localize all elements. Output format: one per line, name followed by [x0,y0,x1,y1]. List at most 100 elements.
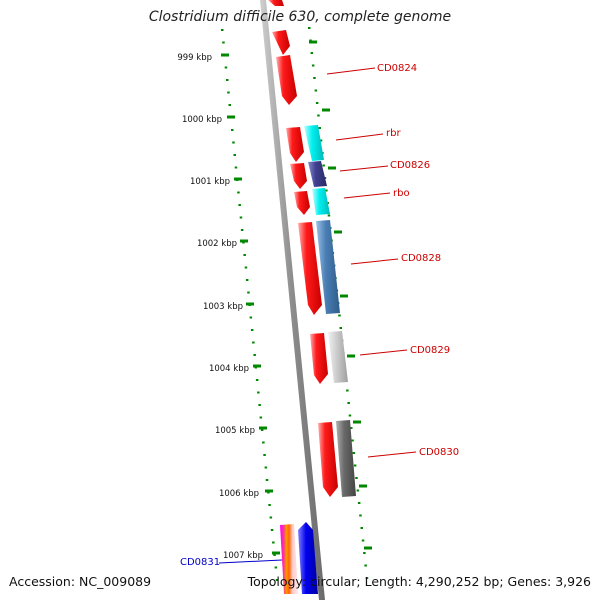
topology-text: Topology: circular; Length: 4,290,252 bp… [247,574,591,589]
minor-tick [353,464,357,467]
gene-block-cd0830[interactable] [336,420,356,497]
minor-tick [350,427,353,429]
minor-tick [339,327,342,329]
minor-tick [264,466,268,469]
minor-tick [253,354,256,356]
scale-labels: 999 kbp 1000 kbp 1001 kbp 1002 kbp 1003 … [177,53,263,561]
gene-arrow-cd0828[interactable] [298,222,322,315]
minor-tick [265,479,269,481]
gene-arrow-cd0830[interactable] [318,422,338,497]
gene-block-rbo[interactable] [312,188,330,215]
scale-label: 1001 kbp [190,177,230,187]
minor-tick [315,102,319,104]
scale-label: 1007 kbp [223,551,263,561]
right-ticks [309,40,372,550]
scale-label: 999 kbp [177,53,212,63]
minor-tick [352,452,356,454]
gene-label-cd0831[interactable]: CD0831 [180,557,220,568]
minor-tick [231,129,234,131]
minor-tick [249,316,253,319]
minor-tick [257,391,260,394]
minor-tick [327,214,331,217]
minor-tick [317,114,320,117]
scale-ticks [221,53,280,555]
minor-tick [234,166,238,169]
minor-tick [272,541,275,544]
minor-tick [228,104,231,106]
label-leader-cd0831 [218,559,283,564]
scale-label: 1005 kbp [215,426,255,436]
scale-label: 1000 kbp [182,115,222,125]
minor-tick [238,204,241,206]
minor-tick [237,191,240,194]
minor-tick [365,577,369,579]
minor-tick [259,416,263,419]
minor-tick [239,216,243,219]
minor-tick [243,254,246,256]
minor-tick [346,389,349,392]
gene-label-cd0829[interactable]: CD0829 [410,345,450,356]
minor-tick [308,27,311,29]
minor-tick [258,404,261,406]
minor-tick [363,552,366,554]
minor-tick [359,514,362,517]
cds-arrows [268,0,338,497]
scale-label: 1003 kbp [203,302,243,312]
gene-arrow-rbo[interactable] [294,191,310,215]
minor-tick [227,91,230,94]
minor-tick [361,539,365,542]
gene-arrow-rbr[interactable] [286,127,304,162]
minor-tick [348,414,352,417]
gene-block-cd0831-stripe[interactable] [280,524,298,594]
gene-arrow-cd0824[interactable] [276,55,297,105]
gene-arrow-cd0823[interactable] [272,30,290,55]
minor-tick [252,341,255,344]
minor-tick [263,454,266,456]
gene-arrow-top[interactable] [268,0,284,6]
gene-label-cd0826[interactable]: CD0826 [390,160,430,171]
gene-label-cd0828[interactable]: CD0828 [401,253,441,264]
gene-block-cd0826[interactable] [308,161,327,187]
minor-tick [268,504,271,506]
scale-label: 1002 kbp [197,239,237,249]
minor-tick [226,79,229,81]
gene-label-rbo[interactable]: rbo [393,188,410,199]
minor-tick [269,516,273,519]
minor-tick [233,154,236,156]
scale-label: 1004 kbp [209,364,249,374]
minor-tick [255,379,259,381]
minor-tick [245,279,249,281]
minor-tick [244,266,248,269]
minor-tick [273,554,276,556]
partner-genes [280,125,356,594]
minor-tick [250,329,254,331]
gene-label-rbr[interactable]: rbr [386,128,401,139]
minor-tick [274,566,278,569]
minor-tick [262,441,265,444]
minor-tick [222,41,225,44]
minor-tick [260,429,264,431]
gene-labels: CD0824 rbr CD0826 rbo CD0828 CD0829 CD08… [180,63,459,568]
minor-tick [319,139,323,142]
minor-tick [310,52,314,54]
gene-label-cd0830[interactable]: CD0830 [419,447,459,458]
minor-tick [360,527,363,529]
gene-label-cd0824[interactable]: CD0824 [377,63,417,74]
gene-arrow-cd0826[interactable] [290,163,307,189]
gene-block-rbr[interactable] [304,125,324,161]
minor-tick [221,29,224,31]
gene-block-cd0829[interactable] [328,331,348,383]
minor-tick [364,564,367,567]
gene-block-cd0828[interactable] [316,220,340,314]
minor-tick [313,77,316,79]
minor-tick [232,141,235,144]
accession-text: Accession: NC_009089 [9,574,152,589]
gene-block-cd0831-blue[interactable] [298,522,318,594]
minor-tick [318,127,321,129]
minor-tick [357,502,361,504]
gene-arrow-cd0829[interactable] [310,333,328,384]
minor-tick [338,314,341,317]
minor-tick [275,579,279,581]
minor-tick [314,89,318,92]
